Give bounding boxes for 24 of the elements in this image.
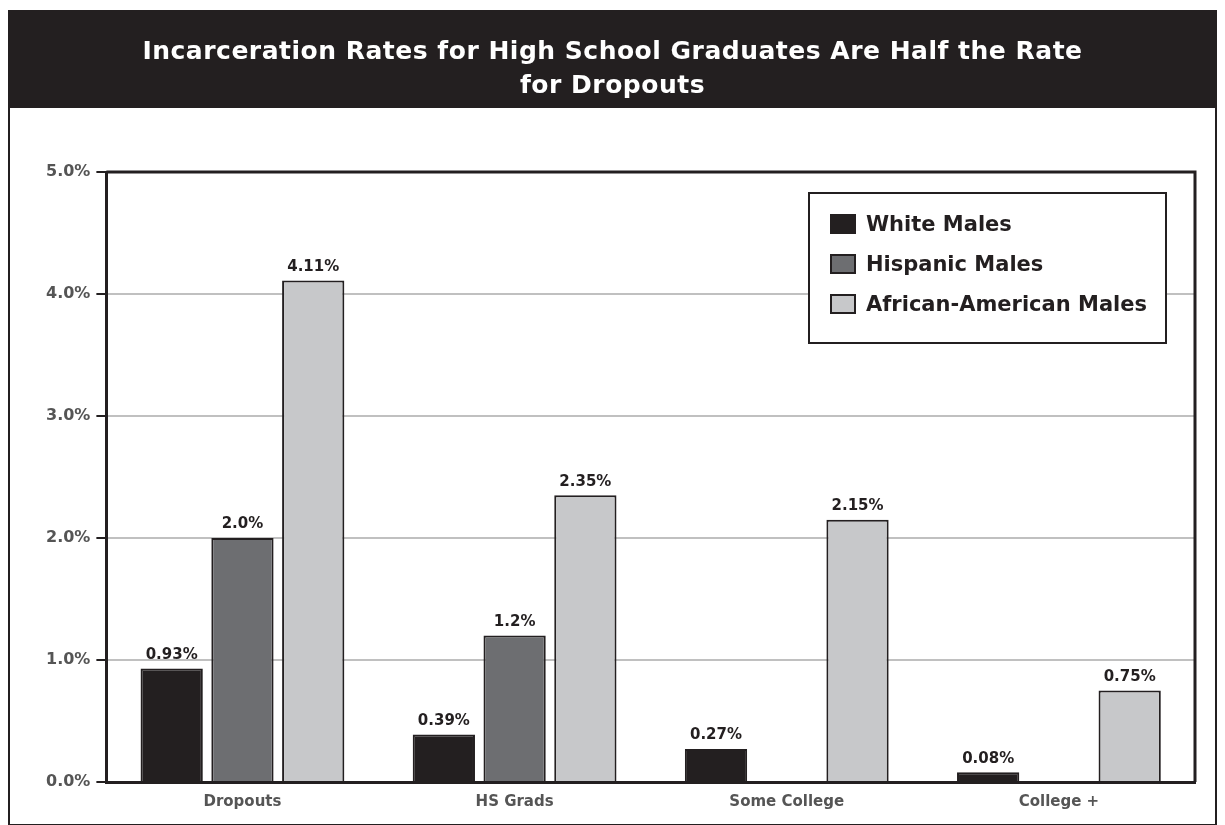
y-tick-label: 4.0% <box>46 283 91 303</box>
data-label: 0.75% <box>1103 666 1156 685</box>
data-label: 4.11% <box>287 256 340 275</box>
chart-title: Incarceration Rates for High School Graduates Are Half the Rate for Dropouts <box>10 12 1215 108</box>
data-label: 2.15% <box>831 496 884 515</box>
x-tick-label: College + <box>1018 791 1100 810</box>
y-tick-label: 2.0% <box>46 527 91 547</box>
data-label: 0.08% <box>962 748 1015 767</box>
x-tick-label: Some College <box>729 791 845 810</box>
y-tick-label: 3.0% <box>46 405 91 425</box>
y-tick-label: 0.0% <box>46 771 91 791</box>
x-tick-label: HS Grads <box>475 791 554 810</box>
legend-label: Hispanic Males <box>865 252 1044 276</box>
data-label: 2.0% <box>221 514 264 533</box>
y-tick-label: 1.0% <box>46 649 91 669</box>
y-tick-label: 5.0% <box>46 161 91 181</box>
data-label: 0.27% <box>689 725 743 744</box>
data-label: 1.2% <box>493 611 536 630</box>
data-label: 2.35% <box>559 471 612 490</box>
x-tick-label: Dropouts <box>203 791 282 810</box>
legend-label: White Males <box>865 212 1012 236</box>
data-label: 0.93% <box>145 644 198 663</box>
legend-label: African-American Males <box>865 292 1147 316</box>
data-label: 0.39% <box>417 710 470 729</box>
